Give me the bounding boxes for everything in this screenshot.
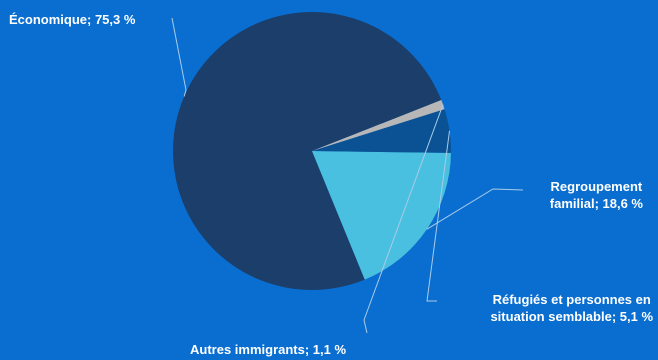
slice-label-regroupement-familial-line1: Regroupement xyxy=(550,179,643,194)
slice-label-autres-immigrants: Autres immigrants; 1,1 % xyxy=(190,342,347,357)
leader-line-1 xyxy=(426,188,524,230)
pie-slice-1 xyxy=(312,151,451,280)
slice-label-refugies-line1: Réfugiés et personnes en xyxy=(492,292,651,307)
pie-slice-0 xyxy=(172,12,442,291)
leader-line-3 xyxy=(363,104,444,334)
slice-label-economique: Économique; 75,3 % xyxy=(9,12,136,27)
leader-line-2 xyxy=(426,130,451,302)
pie-slice-3 xyxy=(312,100,445,151)
slice-label-regroupement-familial: Regroupement familial; 18,6 % xyxy=(550,178,643,212)
slice-label-regroupement-familial-line2: familial; 18,6 % xyxy=(549,196,643,211)
slice-label-refugies: Réfugiés et personnes en situation sembl… xyxy=(490,291,653,325)
leader-line-0 xyxy=(171,17,187,97)
slice-label-refugies-line2: situation semblable; 5,1 % xyxy=(490,309,653,324)
pie-slice-2 xyxy=(312,109,451,153)
